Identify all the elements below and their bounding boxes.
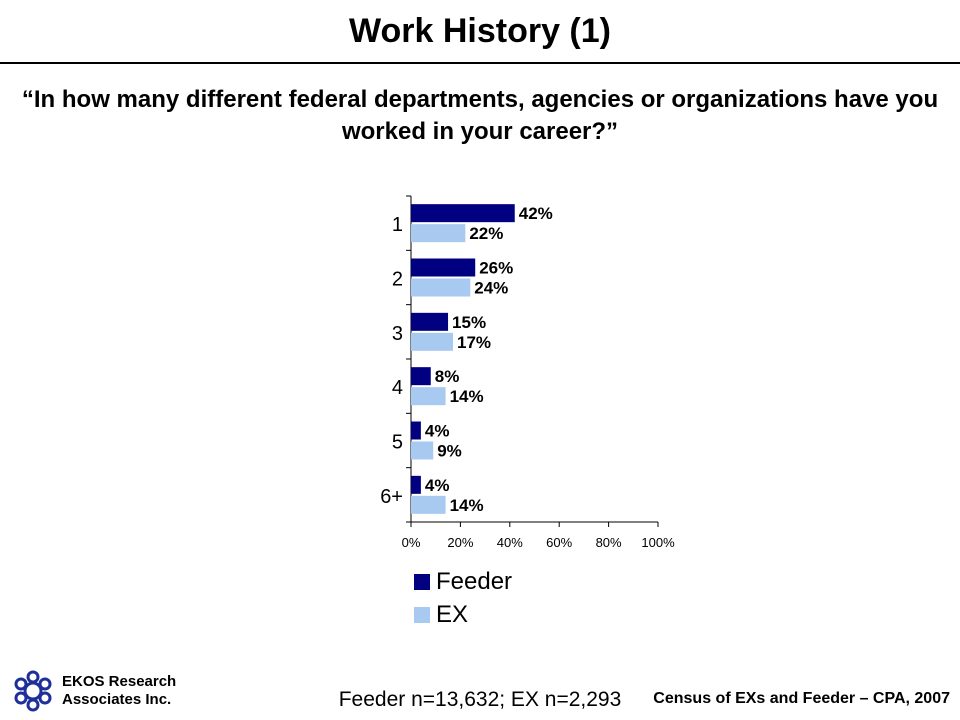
data-label-feeder: 4% — [425, 476, 450, 495]
data-label-feeder: 15% — [452, 313, 486, 332]
bar-feeder-1 — [411, 204, 515, 223]
y-category-label: 2 — [392, 269, 403, 291]
ekos-logo-icon — [14, 670, 52, 712]
legend-label-ex: EX — [436, 601, 469, 628]
data-label-ex: 14% — [450, 496, 484, 515]
company-name-line1: EKOS Research — [62, 673, 177, 690]
bar-ex-3 — [411, 332, 453, 351]
y-category-label: 3 — [392, 323, 403, 345]
company-name: EKOS Research Associates Inc. — [62, 673, 176, 709]
x-tick-label: 100% — [641, 535, 675, 550]
legend-swatch-feeder — [414, 574, 430, 590]
bar-ex-2 — [411, 278, 471, 297]
data-label-ex: 24% — [474, 279, 508, 298]
data-label-feeder: 26% — [479, 259, 513, 278]
x-tick-label: 40% — [497, 535, 523, 550]
x-tick-label: 0% — [402, 535, 421, 550]
bar-feeder-4 — [411, 367, 431, 386]
bar-feeder-6+ — [411, 475, 421, 494]
legend-label-feeder: Feeder — [436, 568, 513, 595]
data-label-feeder: 8% — [435, 367, 460, 386]
data-label-feeder: 4% — [425, 422, 450, 441]
legend-swatch-ex — [414, 607, 430, 623]
bar-ex-1 — [411, 224, 466, 243]
x-tick-label: 80% — [596, 535, 622, 550]
y-category-label: 6+ — [380, 486, 403, 508]
data-label-ex: 9% — [437, 442, 462, 461]
survey-question: “In how many different federal departmen… — [21, 86, 939, 145]
bar-ex-6+ — [411, 495, 446, 514]
bar-ex-5 — [411, 441, 434, 460]
company-name-line2: Associates Inc. — [62, 691, 172, 708]
x-tick-label: 20% — [447, 535, 473, 550]
data-label-feeder: 42% — [519, 204, 553, 223]
bar-feeder-5 — [411, 421, 421, 440]
data-label-ex: 17% — [457, 333, 491, 352]
y-category-label: 4 — [392, 377, 403, 399]
bar-ex-4 — [411, 387, 446, 406]
sample-size-note: Feeder n=13,632; EX n=2,293 — [338, 688, 622, 711]
bar-feeder-3 — [411, 312, 449, 331]
source-note: Census of EXs and Feeder – CPA, 2007 — [653, 690, 950, 707]
data-label-ex: 22% — [469, 224, 503, 243]
y-category-label: 5 — [392, 432, 403, 454]
x-tick-label: 60% — [546, 535, 572, 550]
title-divider — [0, 62, 960, 64]
page-title: Work History (1) — [349, 12, 611, 50]
y-category-label: 1 — [392, 214, 403, 236]
bar-feeder-2 — [411, 258, 476, 277]
data-label-ex: 14% — [450, 387, 484, 406]
